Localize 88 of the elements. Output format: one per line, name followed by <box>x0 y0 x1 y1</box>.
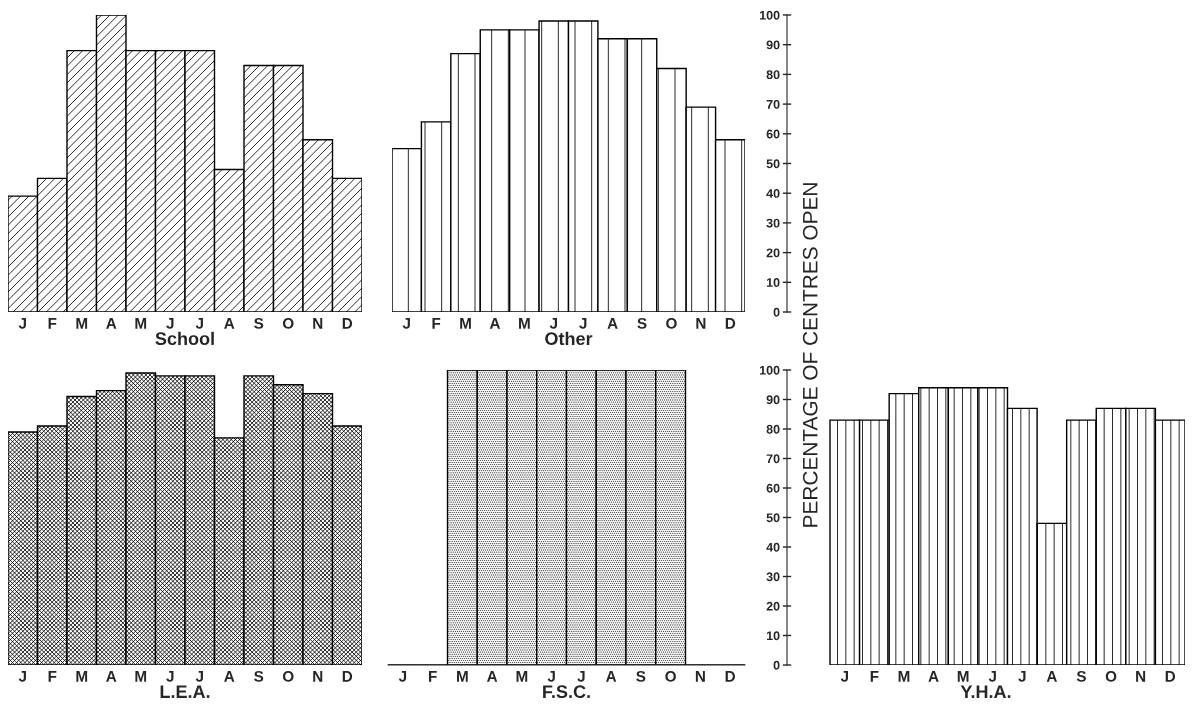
x-axis-title: Y.H.A. <box>960 685 1011 698</box>
x-tick-label: J <box>988 671 996 682</box>
x-tick-label: M <box>519 318 530 329</box>
y-tick-label: 100 <box>759 365 780 375</box>
x-tick-label: N <box>313 671 323 682</box>
x-tick-label: J <box>195 671 203 682</box>
x-axis-title: F.S.C. <box>543 685 590 699</box>
x-tick-label: J <box>1018 671 1026 682</box>
x-tick-label: S <box>637 317 647 329</box>
x-tick-label: O <box>665 670 676 682</box>
y-tick-label: 100 <box>759 10 780 20</box>
y-tick-label: 90 <box>766 395 780 405</box>
y-tick-label: 10 <box>766 278 780 287</box>
x-tick-label: J <box>166 318 174 329</box>
x-tick-label: S <box>254 670 264 682</box>
x-tick-label: A <box>224 318 235 329</box>
x-tick-label: F <box>870 671 879 682</box>
y-tick-label: 40 <box>766 189 780 198</box>
x-axis-title: Other <box>545 331 593 346</box>
x-tick-label: J <box>18 671 26 682</box>
x-tick-label: A <box>486 671 498 682</box>
x-tick-label: M <box>135 671 147 682</box>
y-tick-label: 80 <box>766 424 780 434</box>
x-tick-label: S <box>636 670 646 682</box>
x-tick-label: A <box>106 671 117 682</box>
y-tick-label: 50 <box>766 513 780 523</box>
y-tick-label: 0 <box>773 660 780 670</box>
x-tick-label: S <box>254 317 264 329</box>
x-tick-label: J <box>195 318 203 329</box>
x-tick-label: D <box>1165 671 1176 682</box>
y-tick-label: 50 <box>766 159 780 169</box>
x-tick-label: A <box>1046 671 1057 682</box>
x-tick-label: M <box>898 671 910 682</box>
x-tick-label: J <box>579 318 587 329</box>
x-tick-label: A <box>489 318 501 329</box>
x-tick-label: J <box>402 318 410 329</box>
x-tick-label: M <box>135 318 147 329</box>
y-tick-label: 30 <box>766 572 780 582</box>
x-tick-label: J <box>547 671 555 682</box>
x-tick-label: A <box>224 671 235 682</box>
y-tick-label: 40 <box>766 542 780 552</box>
x-tick-label: A <box>605 671 617 682</box>
x-axis-title: L.E.A. <box>160 685 210 698</box>
x-tick-label: J <box>18 318 26 329</box>
x-tick-label: J <box>840 671 848 682</box>
x-tick-label: D <box>342 318 353 329</box>
y-tick-label: 0 <box>773 307 780 317</box>
x-tick-label: A <box>106 318 117 329</box>
x-tick-label: D <box>725 318 736 329</box>
x-tick-label: M <box>957 671 969 682</box>
x-tick-label: F <box>428 671 437 682</box>
x-tick-label: F <box>48 671 57 682</box>
x-tick-label: F <box>48 318 57 329</box>
x-tick-label: J <box>398 671 407 682</box>
x-tick-label: D <box>342 671 353 682</box>
x-tick-label: J <box>549 318 557 329</box>
x-tick-label: N <box>313 318 323 329</box>
x-tick-label: N <box>695 671 705 682</box>
x-tick-label: M <box>516 671 528 682</box>
x-tick-label: O <box>282 317 294 329</box>
x-tick-label: M <box>457 671 468 682</box>
y-tick-label: 70 <box>766 454 780 464</box>
y-tick-label: 60 <box>766 129 780 139</box>
x-tick-label: M <box>76 671 88 682</box>
x-tick-label: D <box>725 671 735 682</box>
x-tick-label: O <box>1105 670 1117 682</box>
x-tick-label: M <box>460 318 471 329</box>
x-tick-label: O <box>282 670 294 682</box>
y-tick-label: 90 <box>766 40 780 50</box>
y-tick-label: 20 <box>766 601 780 611</box>
x-axis-title: School <box>155 331 214 346</box>
y-tick-label: 70 <box>766 99 780 109</box>
y-tick-label: 80 <box>766 70 780 80</box>
x-tick-label: M <box>76 318 88 329</box>
x-tick-label: A <box>607 318 618 329</box>
y-tick-label: 20 <box>766 248 780 258</box>
x-tick-label: N <box>1136 671 1146 682</box>
x-tick-label: A <box>928 671 939 682</box>
y-tick-label: 30 <box>766 218 780 228</box>
y-tick-label: 10 <box>766 631 780 641</box>
x-tick-label: J <box>166 671 174 682</box>
x-tick-label: S <box>1076 670 1086 682</box>
y-axis-title: PERCENTAGE OF CENTRES OPEN <box>802 183 818 527</box>
x-tick-label: N <box>696 318 706 329</box>
x-tick-label: J <box>577 671 585 682</box>
x-tick-label: O <box>666 317 677 329</box>
y-tick-label: 60 <box>766 483 780 493</box>
x-tick-label: F <box>432 318 441 329</box>
